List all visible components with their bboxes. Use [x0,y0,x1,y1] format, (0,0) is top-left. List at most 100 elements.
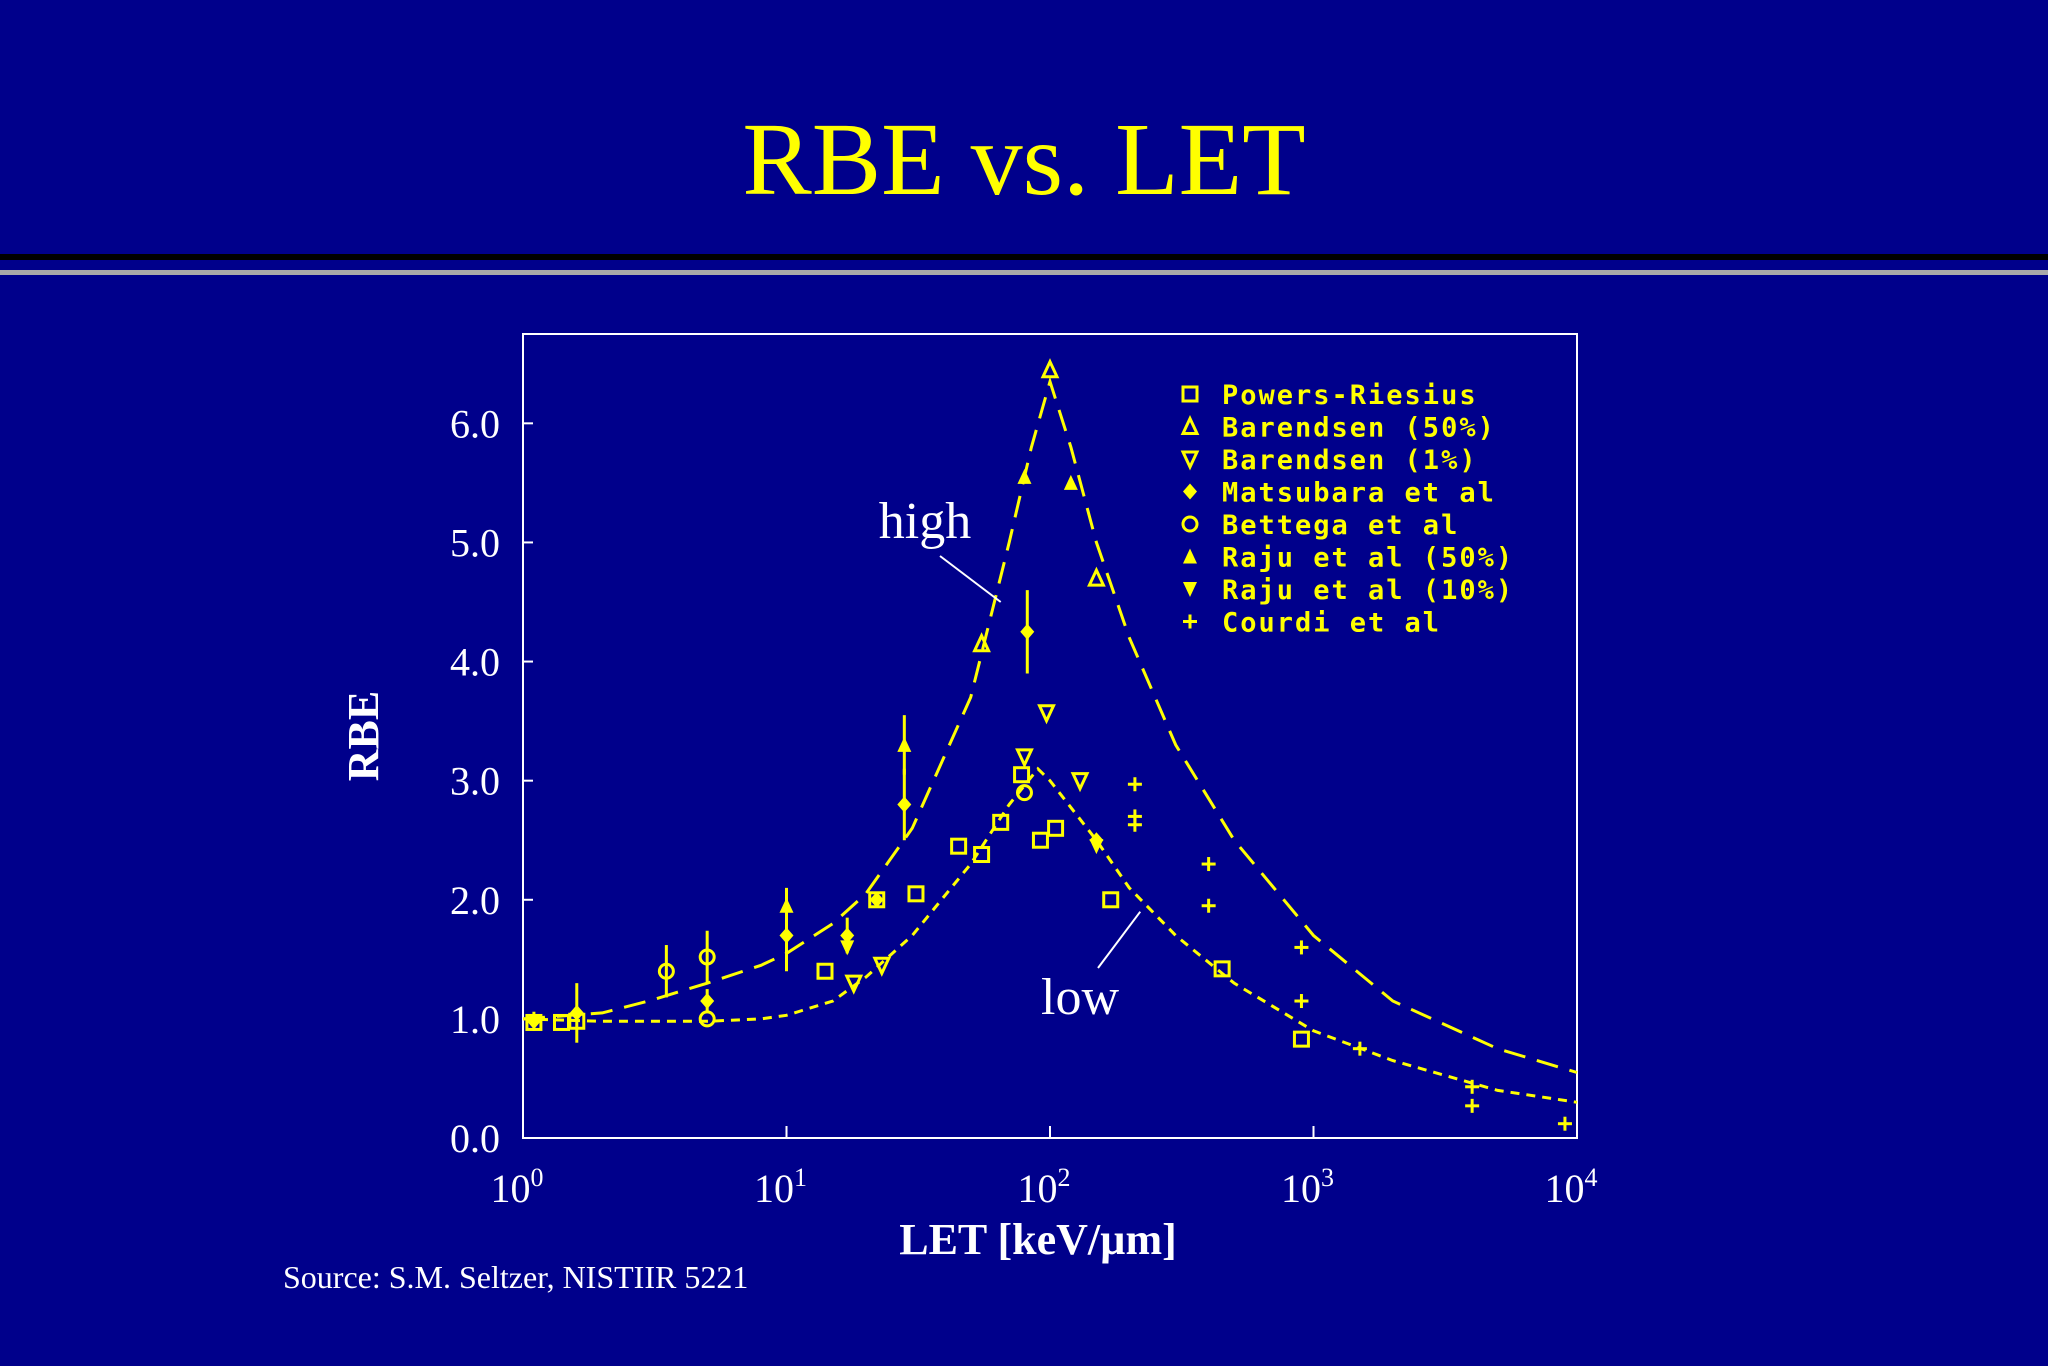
title-divider-light [0,270,2048,275]
data-point-diamond [779,927,794,944]
legend-label: Bettega et al [1222,510,1459,541]
y-tick-label: 0.0 [450,1116,500,1161]
data-point-diamond [526,1013,541,1030]
legend-label: Courdi et al [1222,608,1441,639]
x-tick-base: 10 [491,1166,531,1211]
data-point-plus [1294,994,1309,1009]
data-point-plus [1294,940,1309,955]
data-point-plus [1127,817,1142,832]
data-point-triangle-down-open [844,974,864,995]
data-point-triangle-down-open [1070,772,1090,793]
legend-marker-triangle-down-open [1180,450,1200,471]
legend-marker-circle [1181,515,1199,533]
data-point-square [907,885,925,903]
data-point-square [816,962,834,980]
data-point-triangle-down-filled [1089,839,1104,855]
y-tick-label: 4.0 [450,640,500,685]
data-point-square [992,813,1010,831]
y-tick-label: 2.0 [450,878,500,923]
annotation-high: high [879,493,971,550]
data-point-plus [1127,777,1142,792]
data-point-diamond [897,796,912,813]
legend-marker-plus [1183,614,1197,629]
data-point-plus [1465,1079,1480,1094]
data-point-triangle-up-filled [897,736,912,752]
legend-marker-square [1181,385,1199,403]
data-point-plus [1201,898,1216,913]
x-tick-base: 10 [1545,1166,1585,1211]
data-point-diamond [869,891,884,908]
curve-high [522,376,1578,1074]
y-axis-label: RBE [339,691,388,781]
data-point-circle [1015,784,1033,802]
data-point-diamond [700,993,715,1010]
title-divider-dark [0,254,2048,260]
x-tick-label: 100 [491,1163,544,1211]
legend-label: Barendsen (50%) [1222,413,1496,444]
y-tick-label: 6.0 [450,401,500,446]
data-point-circle [657,962,675,980]
data-point-plus [1465,1098,1480,1113]
x-tick-base: 10 [1281,1166,1321,1211]
data-point-diamond [1020,623,1035,640]
legend-label: Matsubara et al [1222,478,1496,509]
y-tick-label: 1.0 [450,997,500,1042]
curve-low [522,766,1578,1104]
data-point-triangle-up-open [972,632,991,653]
x-tick-label: 101 [754,1163,807,1211]
data-point-triangle-up-filled [1017,468,1032,484]
data-point-triangle-down-open [1015,748,1034,769]
data-point-circle [698,1010,716,1028]
data-point-triangle-down-filled [840,940,855,956]
legend-marker-triangle-down-filled [1183,582,1197,597]
x-tick-label: 103 [1281,1163,1334,1211]
leader-line-low [1097,911,1142,969]
x-tick-label: 104 [1545,1163,1598,1211]
x-tick-base: 10 [1018,1166,1058,1211]
legend-marker-diamond [1183,483,1197,500]
annotation-low: low [1041,969,1119,1026]
data-point-square [1013,766,1031,784]
data-point-square [1213,960,1231,978]
data-point-diamond [569,1004,584,1021]
data-point-square [1031,831,1049,849]
legend-label: Raju et al (50%) [1222,543,1514,574]
curve-annotations: high low [879,493,1142,1026]
data-point-square [1102,891,1120,909]
legend-label: Barendsen (1%) [1222,445,1478,476]
x-tick-label: 102 [1018,1163,1071,1211]
data-point-square [950,837,968,855]
y-tick-label: 3.0 [450,759,500,804]
x-tick-base: 10 [754,1166,794,1211]
x-axis-label: LET [keV/µm] [899,1215,1177,1264]
data-point-square [1047,819,1065,837]
x-tick-exponent: 0 [531,1163,544,1192]
legend-label: Raju et al (10%) [1222,575,1514,606]
data-point-plus [1557,1116,1572,1131]
x-tick-exponent: 1 [794,1163,807,1192]
data-point-triangle-up-filled [1063,474,1078,490]
x-tick-exponent: 3 [1321,1163,1334,1192]
legend-marker-triangle-up-open [1180,414,1200,435]
data-point-square [973,846,991,864]
data-point-triangle-down-open [872,956,892,977]
data-point-plus [1201,857,1216,872]
legend-marker-triangle-up-filled [1183,548,1197,564]
data-point-plus [1352,1041,1367,1056]
data-point-square [553,1013,571,1031]
data-point-triangle-down-open [1037,704,1056,725]
x-tick-exponent: 2 [1058,1163,1071,1192]
leader-line-high [939,555,1002,603]
data-point-triangle-up-open [1040,358,1060,379]
legend-label: Powers-Riesius [1222,380,1478,411]
data-point-diamond [840,927,855,944]
data-points [525,358,1572,1131]
data-point-square [1292,1030,1310,1048]
data-point-triangle-up-open [1087,566,1106,587]
y-tick-label: 5.0 [450,520,500,565]
fit-curves [522,376,1578,1104]
x-tick-exponent: 4 [1585,1163,1598,1192]
